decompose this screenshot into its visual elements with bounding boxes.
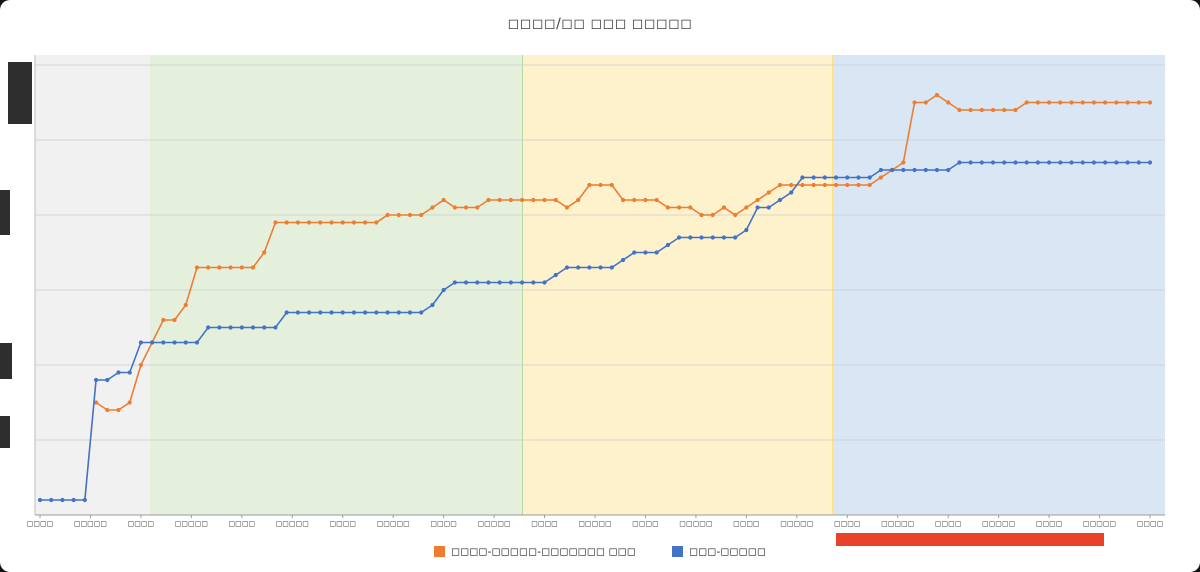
legend-swatch-orange (434, 546, 446, 557)
x-axis-tick-labels: ◻◻◻◻ ◻◻◻◻◻ ◻◻◻◻ ◻◻◻◻◻ ◻◻◻◻ ◻◻◻◻◻ ◻◻◻◻ ◻◻◻◻◻ ◻◻◻◻… (0, 519, 1200, 533)
x-axis-tick-label: ◻◻◻◻ (228, 519, 256, 528)
y-axis-label-redaction-2 (0, 190, 10, 235)
x-axis-tick-label: ◻◻◻◻ (1136, 519, 1164, 528)
x-axis-tick-label: ◻◻◻◻◻ (73, 519, 108, 528)
legend-label-orange: ◻◻◻◻-◻◻◻◻◻-◻◻◻◻◻◻◻ ◻◻◻ (451, 545, 636, 558)
x-axis-tick-label: ◻◻◻◻ (1035, 519, 1063, 528)
y-axis-label-redaction-3 (0, 343, 12, 379)
x-axis-tick-label: ◻◻◻◻◻ (982, 519, 1016, 528)
x-axis-tick-label: ◻◻◻◻ (632, 519, 659, 528)
x-axis-label-highlight-red-bar (836, 533, 1104, 546)
legend-swatch-blue (671, 546, 683, 557)
legend-label-blue: ◻◻◻-◻◻◻◻◻ (688, 545, 766, 558)
x-axis-tick-label: ◻◻◻◻ (733, 519, 760, 528)
x-axis-tick-label: ◻◻◻◻ (934, 519, 962, 528)
y-axis-label-redaction-4 (0, 416, 10, 448)
x-axis-tick-label: ◻◻◻◻◻ (679, 519, 713, 528)
legend-entry-blue: ◻◻◻-◻◻◻◻◻ (671, 545, 766, 558)
x-axis-tick-label: ◻◻◻◻ (531, 519, 558, 528)
x-axis-tick-label: ◻◻◻◻◻ (477, 519, 511, 528)
chart-title: ◻◻◻◻/◻◻ ◻◻◻ ◻◻◻◻◻ (507, 16, 693, 32)
x-axis-tick-label: ◻◻◻◻◻ (174, 519, 208, 528)
legend-entry-orange: ◻◻◻◻-◻◻◻◻◻-◻◻◻◻◻◻◻ ◻◻◻ (434, 545, 636, 558)
x-axis-tick-label: ◻◻◻◻◻ (780, 519, 814, 528)
x-axis-tick-label: ◻◻◻◻ (329, 519, 356, 528)
x-axis-tick-label: ◻◻◻◻◻ (578, 519, 612, 528)
x-axis-tick-label: ◻◻◻◻◻ (275, 519, 309, 528)
x-axis-tick-label: ◻◻◻◻ (26, 519, 54, 528)
x-axis-tick-label: ◻◻◻◻◻ (376, 519, 410, 528)
y-axis-label-redaction-1 (8, 62, 32, 124)
x-axis-tick-label: ◻◻◻◻◻ (1082, 519, 1117, 528)
x-axis-tick-label: ◻◻◻◻ (833, 519, 861, 528)
x-axis-tick-label: ◻◻◻◻ (430, 519, 457, 528)
chart-legend: ◻◻◻◻-◻◻◻◻◻-◻◻◻◻◻◻◻ ◻◻◻ ◻◻◻-◻◻◻◻◻ (0, 545, 1200, 558)
x-axis-tick-label: ◻◻◻◻ (127, 519, 155, 528)
x-axis-tick-label: ◻◻◻◻◻ (881, 519, 915, 528)
